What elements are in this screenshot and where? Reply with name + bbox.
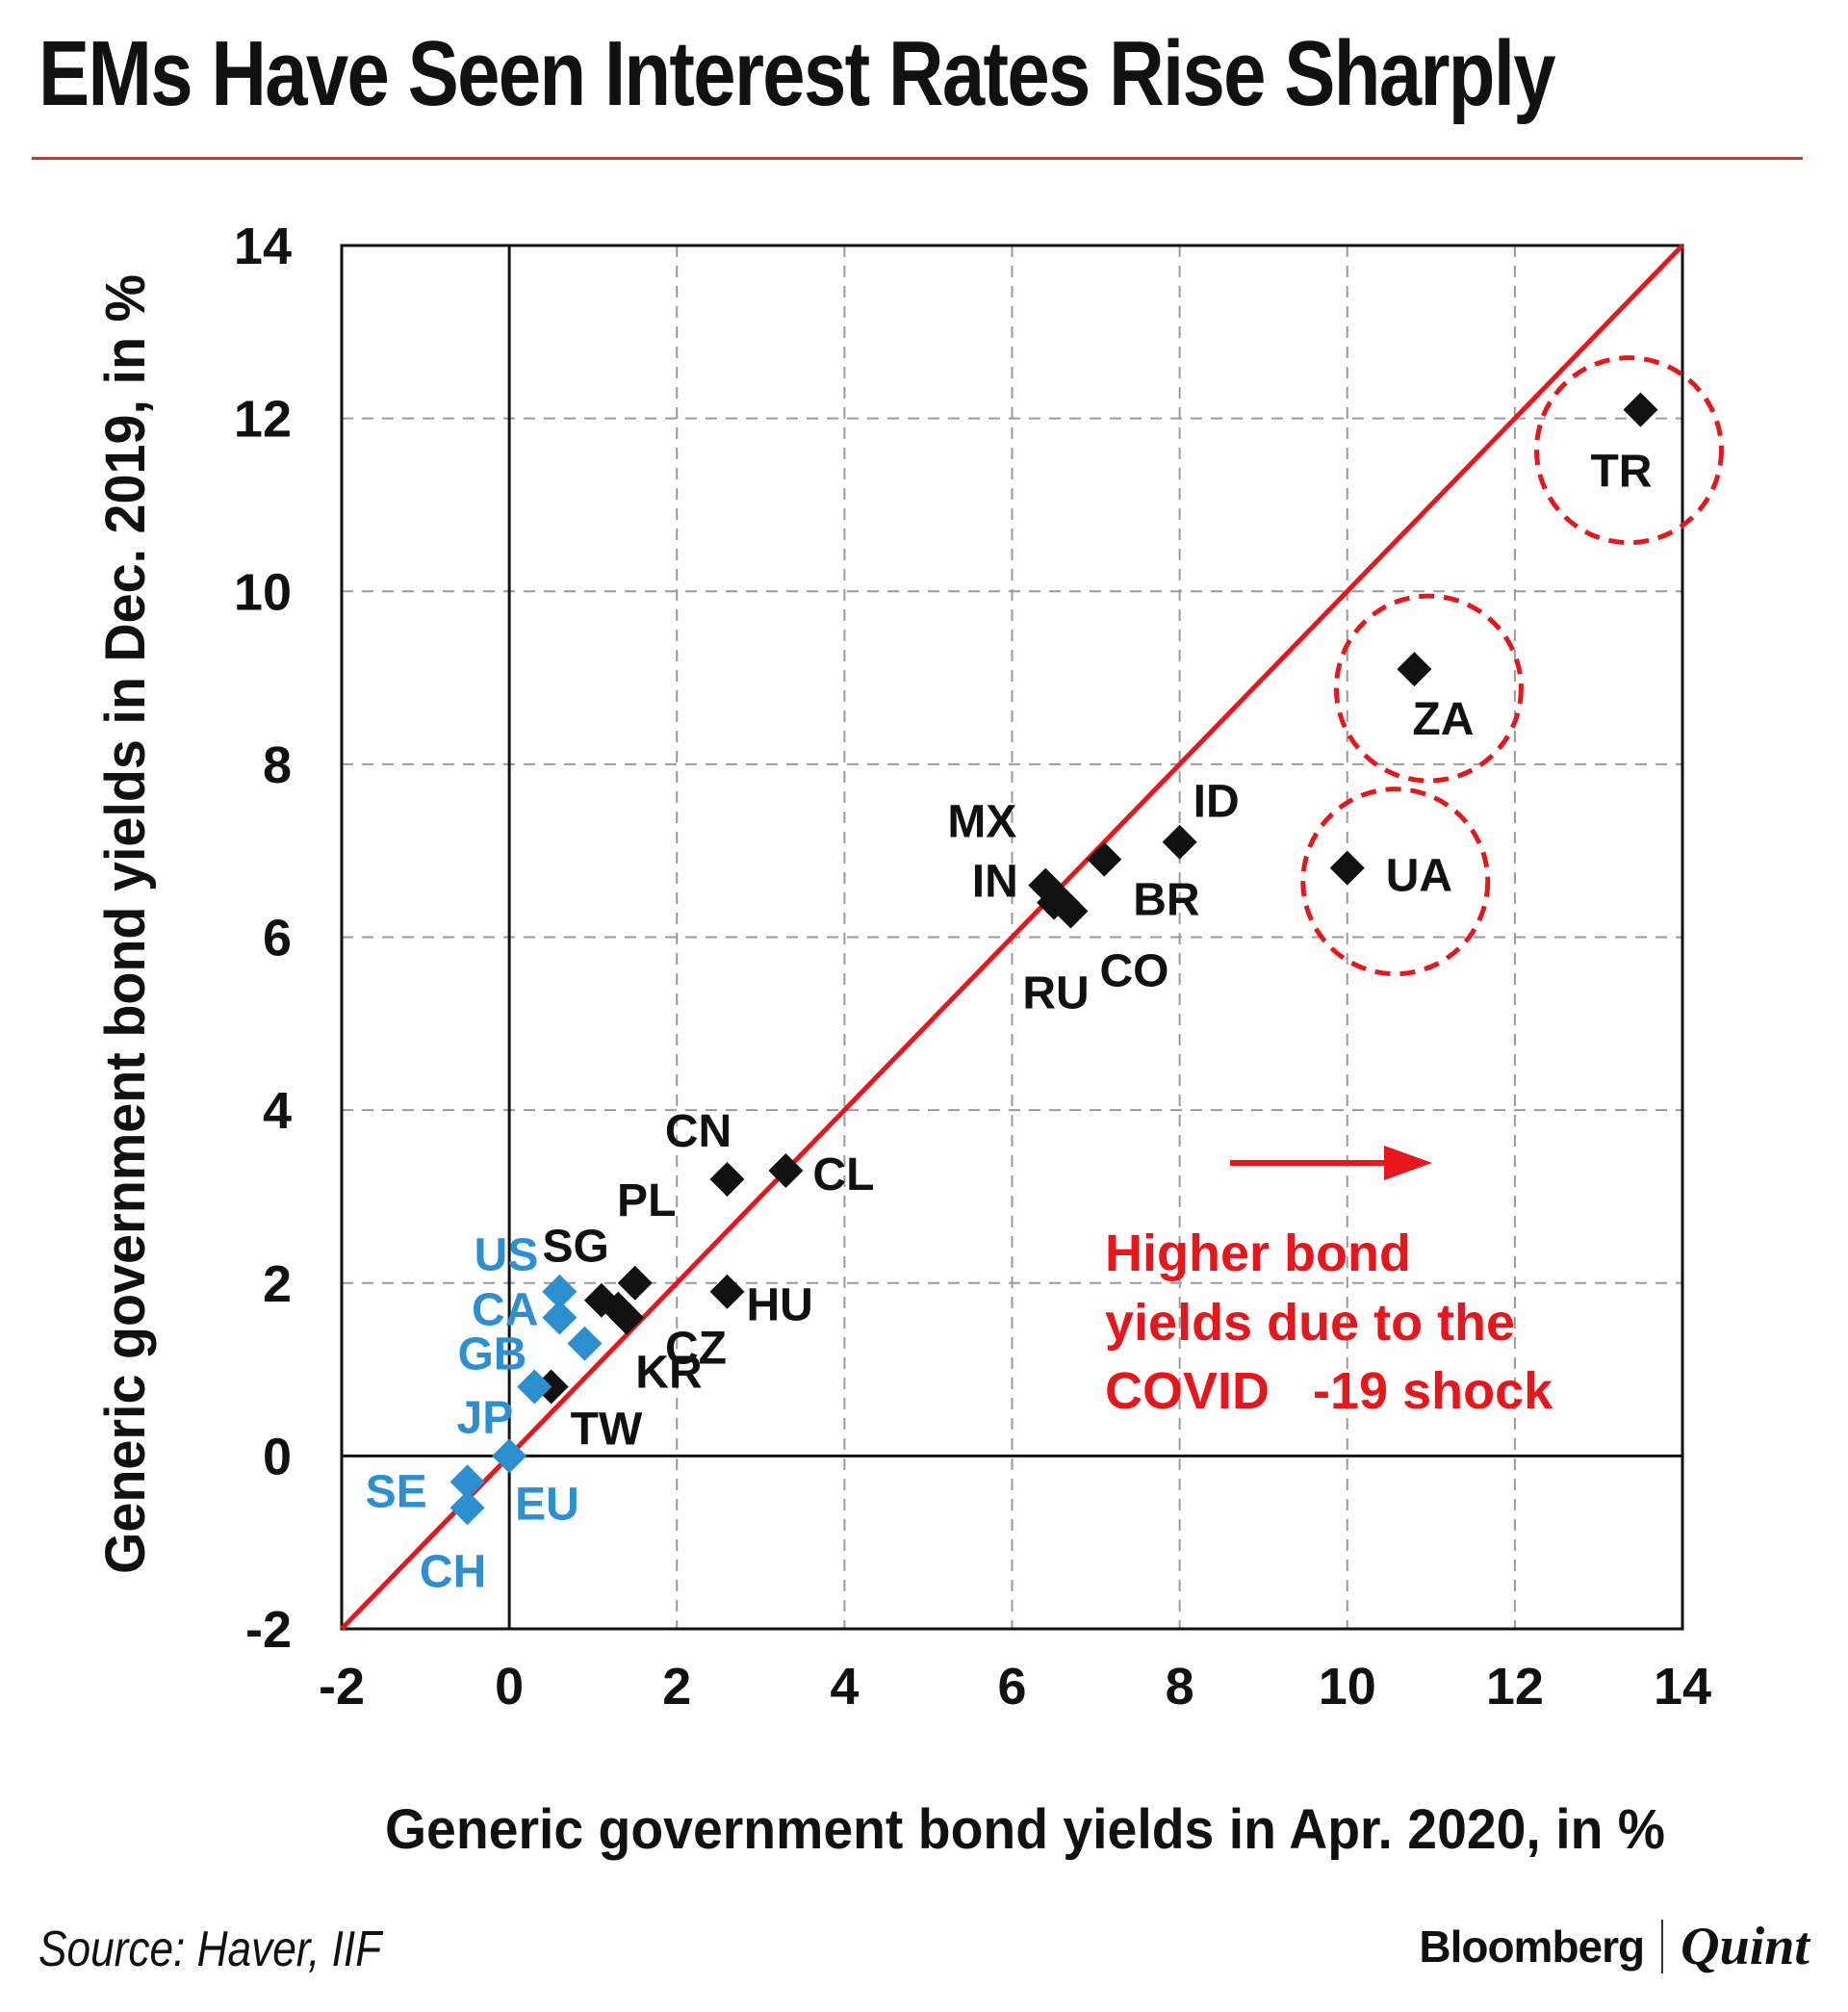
data-point-id [1162, 824, 1197, 860]
brand-partner: Quint [1681, 1917, 1810, 1976]
point-label-id: ID [1194, 777, 1240, 828]
point-label-ch: CH [420, 1546, 486, 1597]
point-label-se: SE [366, 1466, 427, 1517]
x-tick-label: -2 [319, 1658, 365, 1715]
data-point-eu [492, 1438, 527, 1474]
data-points [449, 392, 1658, 1526]
brand-divider [1661, 1920, 1664, 1973]
point-label-ua: UA [1386, 851, 1452, 902]
x-axis-label: Generic government bond yields in Apr. 2… [385, 1798, 1665, 1861]
y-tick-label: 14 [234, 218, 292, 275]
point-label-gb: GB [457, 1329, 526, 1380]
y-tick-label: -2 [245, 1601, 292, 1659]
source-note: Source: Haver, IIF [38, 1922, 382, 1977]
zero-axes [342, 245, 1682, 1629]
plot-area-frame [340, 244, 1684, 1631]
point-label-tw: TW [571, 1405, 643, 1456]
brand-name: Bloomberg [1419, 1922, 1645, 1972]
point-label-mx: MX [947, 797, 1016, 848]
y-tick-label: 6 [263, 910, 292, 967]
data-point-tr [1623, 392, 1658, 427]
annotation-line-2: yields due to the [1105, 1294, 1515, 1352]
x-tick-label: 2 [662, 1658, 691, 1715]
y-tick-label: 10 [234, 563, 292, 621]
highlight-circle-tr [1533, 355, 1724, 546]
x-tick-label: 12 [1486, 1658, 1544, 1715]
data-point-hu [709, 1274, 745, 1309]
x-tick-label: 14 [1654, 1658, 1711, 1715]
data-point-pl [617, 1265, 653, 1301]
y-tick-label: 12 [234, 391, 292, 449]
y-tick-label: 0 [263, 1428, 292, 1485]
point-label-tr: TR [1590, 447, 1652, 498]
data-point-ru [1037, 885, 1072, 920]
point-label-jp: JP [457, 1393, 514, 1444]
point-label-kr: KR [635, 1348, 702, 1399]
point-label-co: CO [1099, 946, 1168, 997]
annotation: Higher bond yields due to the COVID -19 … [1105, 1146, 1553, 1420]
data-point-ch [449, 1490, 485, 1526]
x-tick-label: 4 [830, 1658, 859, 1715]
y-axis-label: Generic government bond yields in Dec. 2… [94, 274, 157, 1574]
y-tick-label: 8 [263, 736, 292, 794]
x-tick-label: 6 [997, 1658, 1026, 1715]
point-label-za: ZA [1412, 694, 1474, 745]
data-point-gb [567, 1326, 603, 1361]
point-label-br: BR [1133, 875, 1199, 926]
data-point-br [1087, 841, 1122, 877]
data-point-jp [517, 1369, 552, 1405]
highlight-circles [1300, 355, 1724, 977]
point-label-us: US [475, 1230, 539, 1281]
y-tick-label: 4 [263, 1082, 292, 1140]
point-label-ca: CA [472, 1285, 538, 1336]
point-label-cl: CL [812, 1149, 874, 1200]
data-point-cn [709, 1161, 745, 1197]
point-label-in: IN [972, 857, 1018, 908]
chart-title: EMs Have Seen Interest Rates Rise Sharpl… [38, 22, 1556, 125]
grid-lines [342, 245, 1682, 1629]
data-point-za [1397, 652, 1432, 687]
reference-line-y-equals-x [340, 244, 1684, 1631]
data-point-kr [601, 1291, 636, 1327]
annotation-line-1: Higher bond [1105, 1225, 1411, 1282]
arrow-head-icon [1384, 1146, 1432, 1180]
y-tick-label: 2 [263, 1255, 292, 1313]
x-tick-label: 8 [1166, 1658, 1194, 1715]
annotation-line-3: COVID -19 shock [1105, 1362, 1553, 1420]
data-point-us [542, 1274, 578, 1309]
x-tick-label: 10 [1319, 1658, 1376, 1715]
point-label-ru: RU [1022, 968, 1089, 1019]
highlight-circle-za [1333, 593, 1524, 784]
data-point-ca [542, 1300, 578, 1335]
brand-logo: Bloomberg Quint [1419, 1916, 1810, 1977]
point-label-sg: SG [543, 1222, 609, 1273]
title-divider [32, 157, 1803, 160]
data-point-se [449, 1464, 485, 1500]
point-label-cz: CZ [665, 1324, 727, 1375]
point-label-pl: PL [617, 1175, 676, 1226]
data-point-cl [768, 1152, 804, 1188]
x-tick-label: 0 [495, 1658, 524, 1715]
point-label-hu: HU [746, 1280, 812, 1331]
highlight-circle-ua [1300, 787, 1491, 977]
point-label-eu: EU [515, 1479, 579, 1530]
tick-labels: -2 0 2 4 6 8 10 12 14 -2 0 2 4 6 8 10 12 14 [234, 218, 1711, 1715]
data-point-ua [1329, 850, 1365, 886]
point-label-cn: CN [665, 1106, 732, 1157]
